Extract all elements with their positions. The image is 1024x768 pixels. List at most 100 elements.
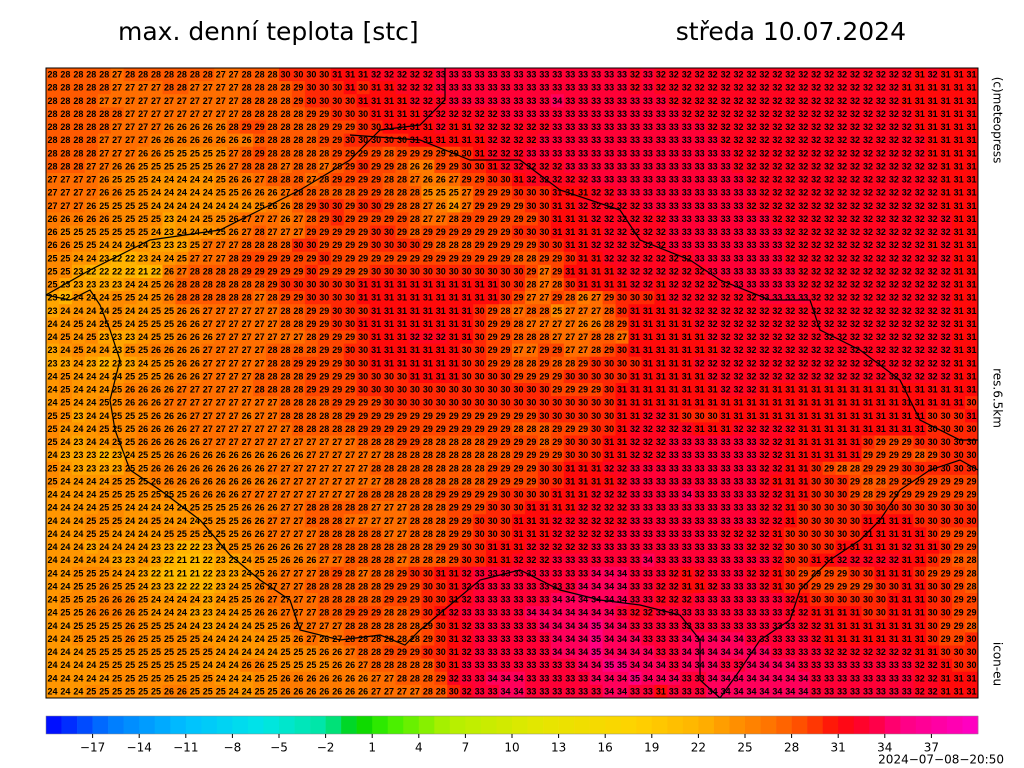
cell-value: 32	[695, 83, 705, 93]
cell-value: 28	[255, 70, 265, 80]
cell-value: 30	[539, 188, 549, 198]
cell-value: 33	[552, 109, 562, 119]
cell-value: 33	[708, 490, 718, 500]
cell-value: 32	[876, 148, 886, 158]
cell-value: 29	[462, 175, 472, 185]
value-grid: 28 28 28 28 28 27 28 28 28 28 28 28 28 27 27 28 28 28 30 30…	[46, 68, 978, 698]
cell-value: 31	[721, 398, 731, 408]
cell-value: 33	[759, 280, 769, 290]
cell-value: 28	[216, 293, 226, 303]
cell-value: 33	[436, 70, 446, 80]
cell-value: 25	[112, 306, 122, 316]
cell-value: 31	[462, 319, 472, 329]
cell-value: 29	[475, 227, 485, 237]
cell-value: 29	[915, 476, 925, 486]
cell-value: 32	[889, 96, 899, 106]
cell-value: 32	[708, 280, 718, 290]
cell-value: 26	[423, 175, 433, 185]
cell-value: 26	[242, 516, 252, 526]
cell-value: 24	[151, 253, 161, 263]
cell-value: 33	[695, 253, 705, 263]
cell-value: 32	[850, 253, 860, 263]
cell-value: 31	[630, 398, 640, 408]
cell-value: 24	[99, 345, 109, 355]
cell-value: 32	[759, 319, 769, 329]
cell-value: 30	[306, 280, 316, 290]
cell-value: 31	[669, 398, 679, 408]
cell-value: 24	[86, 345, 96, 355]
cell-value: 33	[591, 161, 601, 171]
cell-value: 31	[397, 358, 407, 368]
cell-value: 29	[319, 122, 329, 132]
cell-value: 25	[86, 227, 96, 237]
cell-value: 30	[501, 385, 511, 395]
cell-value: 31	[785, 490, 795, 500]
cell-value: 28	[604, 332, 614, 342]
cell-value: 31	[656, 332, 666, 342]
cell-value: 33	[513, 109, 523, 119]
cell-value: 33	[656, 503, 666, 513]
cell-value: 30	[591, 371, 601, 381]
cell-value: 31	[578, 240, 588, 250]
cell-value: 33	[695, 463, 705, 473]
cell-value: 31	[436, 280, 446, 290]
grid-cell	[835, 68, 850, 82]
cell-value: 31	[397, 280, 407, 290]
grid-cell	[486, 94, 500, 108]
cell-value: 27	[216, 332, 226, 342]
grid-cell	[732, 68, 746, 82]
cell-value: 29	[242, 122, 252, 132]
cell-value: 27	[306, 490, 316, 500]
cell-value: 29	[824, 463, 834, 473]
cell-value: 27	[216, 240, 226, 250]
cell-value: 28	[397, 201, 407, 211]
cell-value: 24	[60, 503, 70, 513]
cell-value: 33	[721, 161, 731, 171]
cell-value: 33	[604, 161, 614, 171]
cell-value: 31	[436, 306, 446, 316]
cell-value: 32	[721, 135, 731, 145]
cell-value: 31	[565, 490, 575, 500]
cell-value: 26	[125, 398, 135, 408]
cell-value: 33	[708, 161, 718, 171]
grid-cell	[356, 81, 371, 95]
cell-value: 28	[384, 437, 394, 447]
cell-value: 27	[371, 516, 381, 526]
grid-cell	[706, 81, 720, 95]
cell-value: 30	[863, 503, 873, 513]
cell-value: 32	[798, 358, 808, 368]
grid-cell	[227, 81, 241, 95]
cell-value: 29	[345, 253, 355, 263]
cell-value: 32	[630, 450, 640, 460]
cell-value: 33	[630, 161, 640, 171]
cell-value: 28	[513, 358, 523, 368]
cell-value: 31	[954, 175, 964, 185]
cell-value: 33	[643, 109, 653, 119]
cell-value: 29	[449, 503, 459, 513]
cell-value: 33	[617, 109, 627, 119]
cell-value: 33	[695, 175, 705, 185]
cell-value: 33	[552, 135, 562, 145]
cell-value: 31	[656, 398, 666, 408]
cell-value: 32	[798, 253, 808, 263]
cell-value: 32	[889, 175, 899, 185]
cell-value: 32	[746, 201, 756, 211]
cell-value: 30	[358, 306, 368, 316]
cell-value: 32	[785, 371, 795, 381]
cell-value: 27	[229, 332, 239, 342]
cell-value: 32	[708, 96, 718, 106]
cell-value: 29	[513, 201, 523, 211]
cell-value: 31	[967, 135, 977, 145]
cell-value: 32	[798, 227, 808, 237]
cell-value: 33	[669, 122, 679, 132]
cell-value: 24	[60, 476, 70, 486]
cell-value: 27	[255, 490, 265, 500]
cell-value: 24	[86, 490, 96, 500]
cell-value: 26	[255, 516, 265, 526]
cell-value: 28	[190, 293, 200, 303]
grid-cell	[110, 81, 125, 95]
cell-value: 32	[746, 319, 756, 329]
grid-cell	[900, 81, 914, 95]
cell-value: 32	[772, 214, 782, 224]
cell-value: 28	[462, 450, 472, 460]
